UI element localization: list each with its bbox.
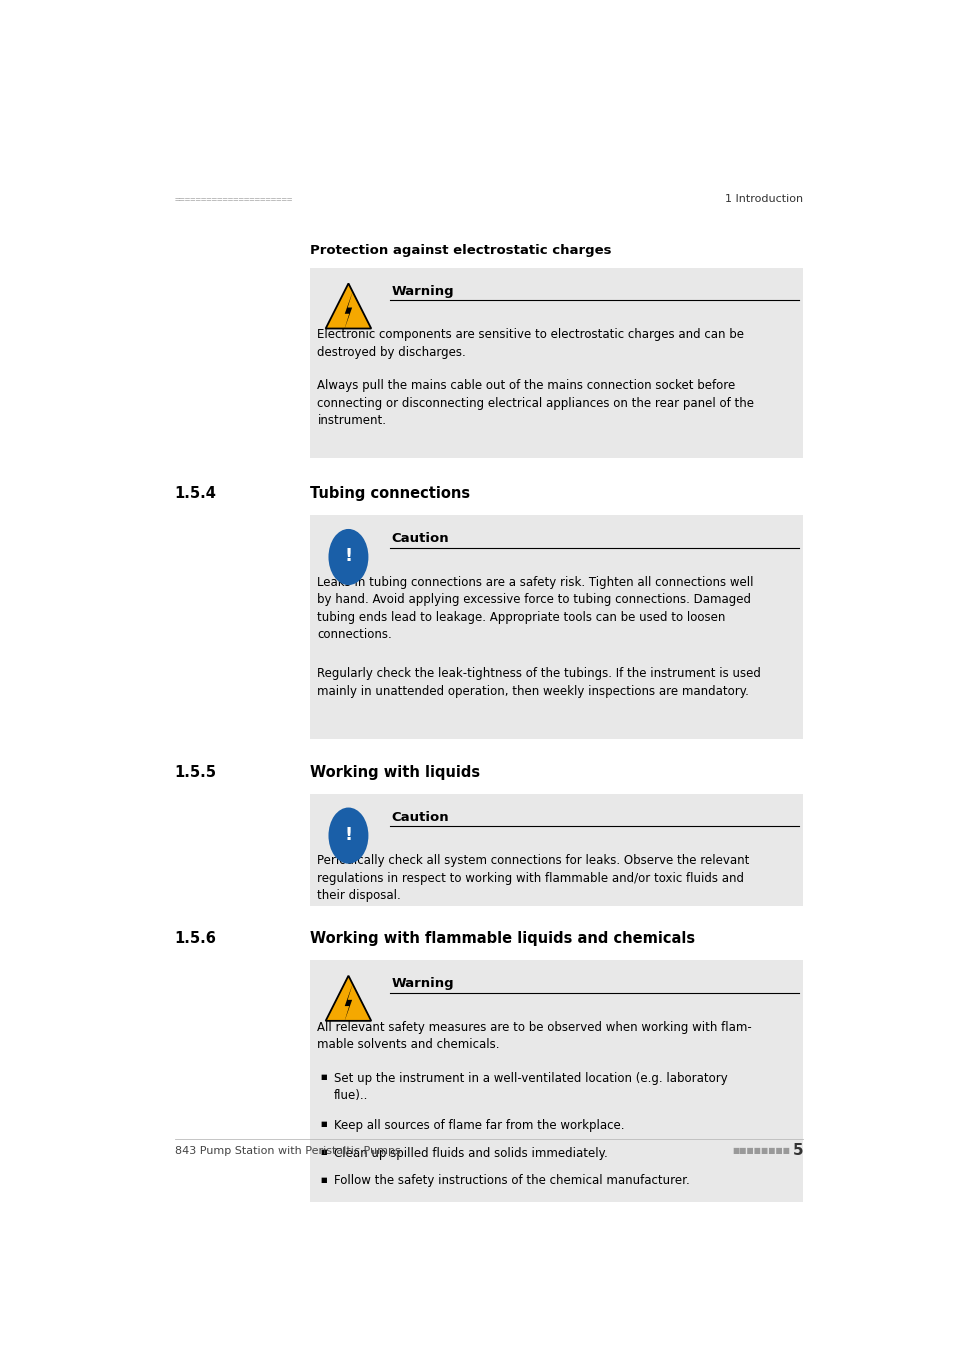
Text: All relevant safety measures are to be observed when working with flam-
mable so: All relevant safety measures are to be o…: [317, 1021, 751, 1052]
Circle shape: [328, 529, 368, 585]
Text: Protection against electrostatic charges: Protection against electrostatic charges: [310, 244, 611, 256]
Text: Electronic components are sensitive to electrostatic charges and can be
destroye: Electronic components are sensitive to e…: [317, 328, 743, 359]
Text: Keep all sources of flame far from the workplace.: Keep all sources of flame far from the w…: [334, 1119, 623, 1133]
FancyBboxPatch shape: [310, 516, 802, 738]
FancyBboxPatch shape: [310, 269, 802, 458]
Text: Regularly check the leak-tightness of the tubings. If the instrument is used
mai: Regularly check the leak-tightness of th…: [317, 667, 760, 698]
Text: ■■■■■■■■: ■■■■■■■■: [731, 1146, 789, 1156]
Text: !: !: [344, 547, 353, 564]
Text: Clean up spilled fluids and solids immediately.: Clean up spilled fluids and solids immed…: [334, 1148, 607, 1160]
FancyBboxPatch shape: [310, 794, 802, 906]
Polygon shape: [344, 983, 353, 1023]
Polygon shape: [325, 976, 371, 1021]
Circle shape: [328, 807, 368, 864]
Text: ■: ■: [320, 1149, 327, 1156]
Text: ======================: ======================: [174, 194, 293, 204]
Text: Periodically check all system connections for leaks. Observe the relevant
regula: Periodically check all system connection…: [317, 855, 749, 902]
Text: Leaks in tubing connections are a safety risk. Tighten all connections well
by h: Leaks in tubing connections are a safety…: [317, 575, 753, 641]
Text: 843 Pump Station with Peristaltic Pumps: 843 Pump Station with Peristaltic Pumps: [174, 1146, 400, 1156]
Text: 1.5.5: 1.5.5: [174, 765, 216, 780]
FancyBboxPatch shape: [310, 960, 802, 1235]
Text: Caution: Caution: [391, 532, 449, 545]
Text: 1.5.6: 1.5.6: [174, 931, 216, 946]
Text: Set up the instrument in a well-ventilated location (e.g. laboratory
flue)..: Set up the instrument in a well-ventilat…: [334, 1072, 726, 1102]
Polygon shape: [325, 284, 371, 328]
Text: Caution: Caution: [391, 810, 449, 824]
Text: Working with flammable liquids and chemicals: Working with flammable liquids and chemi…: [310, 931, 695, 946]
Text: ■: ■: [320, 1073, 327, 1080]
Text: Warning: Warning: [391, 977, 454, 990]
Text: ■: ■: [320, 1122, 327, 1127]
Text: Follow the safety instructions of the chemical manufacturer.: Follow the safety instructions of the ch…: [334, 1174, 689, 1188]
Text: !: !: [344, 826, 353, 844]
Text: Warning: Warning: [391, 285, 454, 297]
Text: 1 Introduction: 1 Introduction: [724, 194, 802, 204]
Text: Always pull the mains cable out of the mains connection socket before
connecting: Always pull the mains cable out of the m…: [317, 379, 754, 427]
Polygon shape: [344, 290, 353, 331]
Text: 5: 5: [792, 1143, 802, 1158]
Text: Tubing connections: Tubing connections: [310, 486, 470, 501]
Text: 1.5.4: 1.5.4: [174, 486, 216, 501]
Text: ■: ■: [320, 1177, 327, 1183]
Text: Working with liquids: Working with liquids: [310, 765, 479, 780]
